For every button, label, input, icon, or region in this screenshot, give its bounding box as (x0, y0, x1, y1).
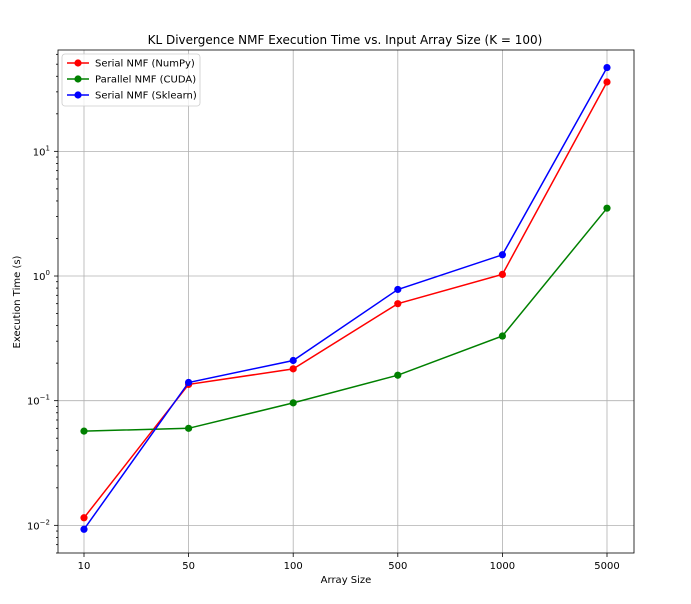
x-tick-label: 5000 (594, 561, 619, 572)
data-point (80, 525, 88, 533)
y-tick-label-exponent: 1 (46, 144, 50, 152)
data-point (80, 514, 88, 522)
series-line (83, 207, 608, 432)
y-tick-label-base: 10 (33, 272, 46, 283)
data-point (603, 78, 611, 86)
data-point (289, 356, 297, 365)
y-tick-label-exponent: −2 (40, 518, 50, 526)
y-tick-label: 10−2 (27, 518, 50, 532)
legend-label: Serial NMF (NumPy) (95, 59, 195, 70)
data-point (289, 365, 297, 373)
data-point (498, 270, 506, 279)
data-point (80, 427, 88, 435)
y-tick-label-exponent: −1 (40, 394, 50, 402)
x-tick-label: 500 (388, 561, 407, 572)
y-tick-label: 100 (33, 269, 50, 283)
legend-label: Parallel NMF (CUDA) (95, 75, 196, 86)
data-point (603, 63, 611, 72)
data-point (185, 424, 193, 432)
plot-area-frame (57, 49, 635, 554)
series-layer (80, 63, 611, 533)
series-line (83, 67, 608, 530)
grid (58, 50, 634, 553)
y-tick-label-base: 10 (27, 521, 40, 532)
data-point (603, 204, 611, 212)
data-point (498, 332, 506, 340)
y-tick-label: 10−1 (27, 394, 50, 408)
data-point (498, 251, 506, 259)
chart-title: KL Divergence NMF Execution Time vs. Inp… (148, 33, 543, 47)
x-tick-label: 100 (284, 561, 303, 572)
x-tick-label: 1000 (490, 561, 515, 572)
legend-marker (74, 59, 82, 67)
data-point (185, 378, 193, 387)
data-point (394, 285, 402, 294)
x-axis-label: Array Size (321, 575, 372, 586)
legend-box (61, 53, 201, 107)
y-tick-label-base: 10 (33, 147, 46, 158)
y-tick-label-exponent: 0 (46, 269, 50, 277)
data-point (289, 399, 297, 407)
legend-label: Serial NMF (Sklearn) (95, 91, 197, 102)
legend: Serial NMF (NumPy) Parallel NMF (CUDA) Ser… (61, 53, 201, 107)
legend-marker (74, 75, 82, 83)
x-tick-label: 10 (78, 561, 91, 572)
x-tick-label: 50 (182, 561, 195, 572)
y-tick-label-base: 10 (27, 397, 40, 408)
legend-marker (74, 91, 82, 99)
data-point (394, 371, 402, 379)
y-axis-label: Execution Time (s) (12, 255, 23, 348)
data-point (394, 300, 402, 308)
y-tick-label: 101 (33, 144, 50, 158)
